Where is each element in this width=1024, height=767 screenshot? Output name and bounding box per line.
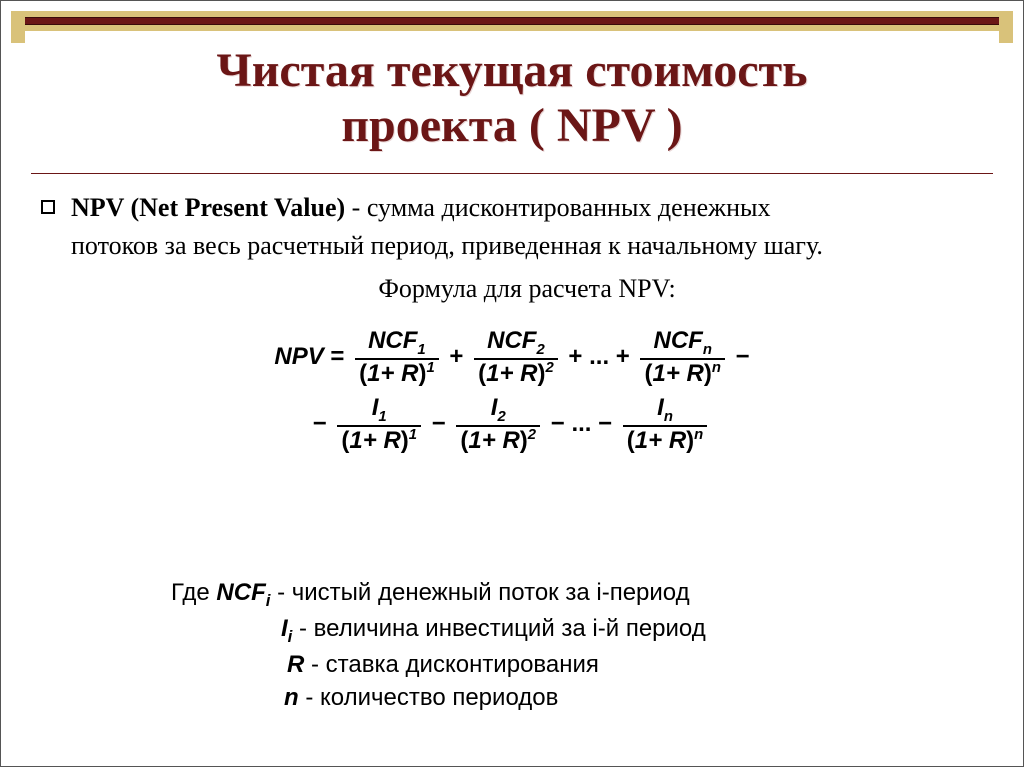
ncf: NCF xyxy=(653,327,702,354)
bullet-text: NPV (Net Present Value) - сумма дисконти… xyxy=(71,189,983,308)
dash: - xyxy=(345,193,367,222)
where-row-ncf: Где NCFi - чистый денежный поток за i-пе… xyxy=(171,576,706,612)
rp: ) xyxy=(686,427,694,454)
where-sym-r: R xyxy=(287,651,304,678)
lp: ( xyxy=(627,427,635,454)
term-bold: NPV (Net Present Value) xyxy=(71,193,345,222)
def-part1: сумма дисконтированных денежных xyxy=(367,193,771,222)
slide-title: Чистая текущая стоимость проекта ( NPV ) xyxy=(1,43,1023,167)
sub-2: 2 xyxy=(497,409,505,425)
sub-n: n xyxy=(664,409,673,425)
sub-2: 2 xyxy=(536,342,544,358)
frac-ncf-n: NCFn (1+ R)n xyxy=(640,327,724,388)
where-sym-i: I xyxy=(281,615,288,642)
sub-1: 1 xyxy=(378,409,386,425)
formula-line-2: − I1 (1+ R)1 − I2 (1+ R)2 − ... − In (1+… xyxy=(1,394,1023,455)
one-plus-r: 1+ R xyxy=(367,360,418,387)
where-row-r: R - ставка дисконтирования xyxy=(171,648,706,681)
sub-1: 1 xyxy=(417,342,425,358)
rp: ) xyxy=(401,427,409,454)
sup-n: n xyxy=(712,360,721,376)
where-desc-r: - ставка дисконтирования xyxy=(304,651,599,678)
where-desc-i: - величина инвестиций за i-й период xyxy=(292,615,705,642)
rp: ) xyxy=(520,427,528,454)
title-underline xyxy=(31,173,993,174)
minus-1: − xyxy=(432,410,453,437)
sup-1: 1 xyxy=(426,360,434,376)
ncf: NCF xyxy=(487,327,536,354)
lp: ( xyxy=(359,360,367,387)
plus-2: + xyxy=(568,343,589,370)
where-desc-n: - количество периодов xyxy=(299,684,559,711)
dots-2: ... xyxy=(571,410,598,437)
inv: I xyxy=(657,394,664,421)
where-sym-ncf: NCF xyxy=(216,579,265,606)
eq-sign: = xyxy=(324,343,351,370)
dots-1: ... xyxy=(589,343,616,370)
frac-i-2: I2 (1+ R)2 xyxy=(456,394,540,455)
frac-ncf-2: NCF2 (1+ R)2 xyxy=(474,327,558,388)
one-plus-r: 1+ R xyxy=(635,427,686,454)
def-part2: потоков за весь расчетный период, привед… xyxy=(71,231,823,260)
one-plus-r: 1+ R xyxy=(486,360,537,387)
minus-3: − xyxy=(598,410,619,437)
where-desc-ncf: - чистый денежный поток за i-период xyxy=(270,579,689,606)
where-sym-n: n xyxy=(284,684,299,711)
plus-3: + xyxy=(616,343,637,370)
bullet-row: NPV (Net Present Value) - сумма дисконти… xyxy=(41,189,983,308)
minus-trail: − xyxy=(736,343,750,370)
formula-line-1: NPV = NCF1 (1+ R)1 + NCF2 (1+ R)2 + ... … xyxy=(1,327,1023,388)
one-plus-r: 1+ R xyxy=(468,427,519,454)
title-line-2: проекта ( NPV ) xyxy=(341,99,682,152)
lp: ( xyxy=(478,360,486,387)
npv-formula: NPV = NCF1 (1+ R)1 + NCF2 (1+ R)2 + ... … xyxy=(1,321,1023,461)
where-row-i: Ii - величина инвестиций за i-й период xyxy=(171,612,706,648)
one-plus-r: 1+ R xyxy=(652,360,703,387)
definition-block: NPV (Net Present Value) - сумма дисконти… xyxy=(41,189,983,308)
sub-n: n xyxy=(703,342,712,358)
minus-lead: − xyxy=(313,410,334,437)
title-line-1: Чистая текущая стоимость xyxy=(217,44,808,97)
decorative-top-bar xyxy=(11,11,1013,31)
frac-i-n: In (1+ R)n xyxy=(623,394,707,455)
frac-ncf-1: NCF1 (1+ R)1 xyxy=(355,327,439,388)
plus-1: + xyxy=(449,343,470,370)
sup-1: 1 xyxy=(409,427,417,443)
frac-i-1: I1 (1+ R)1 xyxy=(337,394,421,455)
sup-2: 2 xyxy=(528,427,536,443)
where-row-n: n - количество периодов xyxy=(171,681,706,714)
bullet-square-icon xyxy=(41,200,55,214)
one-plus-r: 1+ R xyxy=(349,427,400,454)
sup-2: 2 xyxy=(545,360,553,376)
ncf: NCF xyxy=(368,327,417,354)
where-legend: Где NCFi - чистый денежный поток за i-пе… xyxy=(1,576,1023,714)
where-lead: Где xyxy=(171,579,216,606)
sup-n: n xyxy=(694,427,703,443)
formula-caption: Формула для расчета NPV: xyxy=(71,270,983,308)
rp: ) xyxy=(704,360,712,387)
lhs: NPV xyxy=(274,343,323,370)
minus-2: − xyxy=(551,410,572,437)
